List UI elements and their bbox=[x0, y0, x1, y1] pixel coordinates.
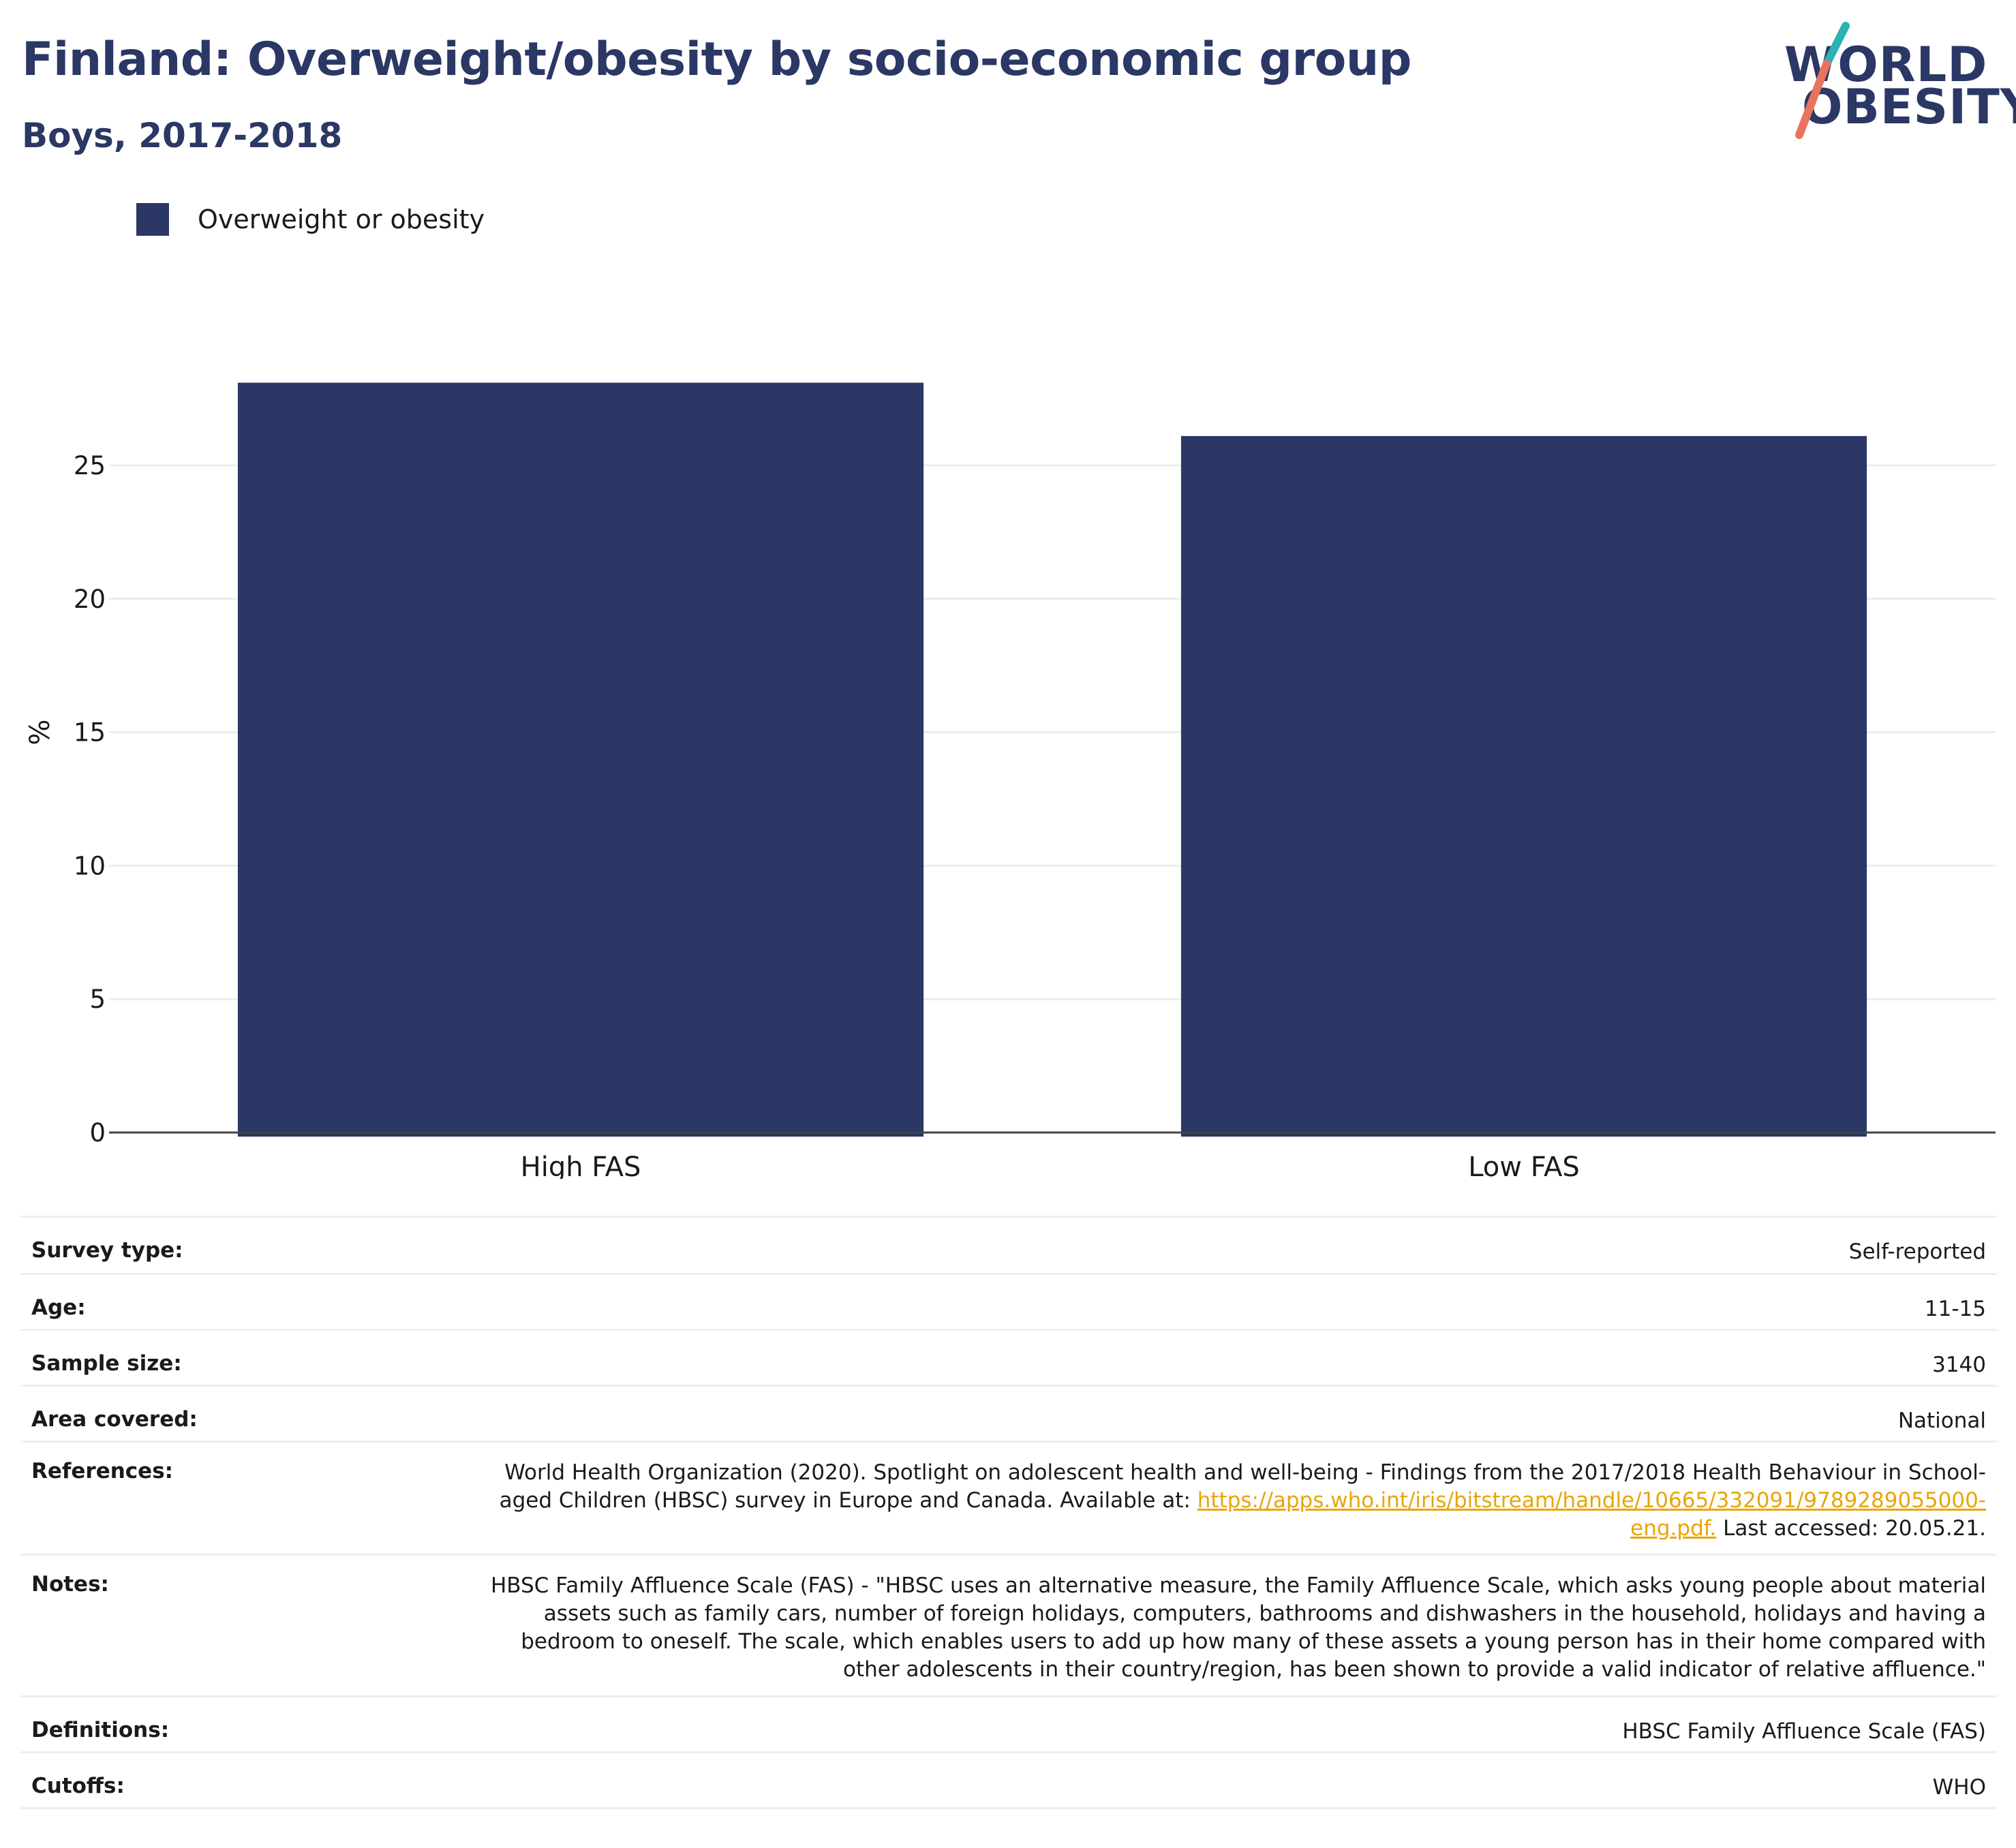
logo-line-2: OBESITY bbox=[1802, 79, 2016, 135]
metadata-value-text: Self-reported bbox=[1848, 1239, 1986, 1264]
metadata-label: Notes: bbox=[31, 1572, 109, 1597]
y-tick-label: 10 bbox=[74, 851, 106, 880]
metadata-value-text: National bbox=[1897, 1408, 1986, 1433]
y-tick-label: 25 bbox=[74, 451, 106, 480]
metadata-label: Definitions: bbox=[31, 1718, 170, 1742]
metadata-row: Cutoffs: WHO bbox=[20, 1753, 1997, 1809]
metadata-row: References: World Health Organization (20… bbox=[20, 1443, 1997, 1556]
metadata-value: WHO bbox=[1933, 1774, 1986, 1802]
y-tick-label: 5 bbox=[89, 985, 106, 1014]
metadata-row: Sample size: 3140 bbox=[20, 1331, 1997, 1387]
metadata-label: Cutoffs: bbox=[31, 1774, 125, 1798]
metadata-value-text: WHO bbox=[1932, 1775, 1986, 1800]
metadata-value-text: HBSC Family Affluence Scale (FAS) - "HBS… bbox=[491, 1573, 1986, 1682]
metadata-label: Area covered: bbox=[31, 1407, 198, 1432]
x-tick-label: High FAS bbox=[521, 1152, 641, 1179]
metadata-value-text: 3140 bbox=[1932, 1353, 1986, 1377]
y-tick-label: 0 bbox=[89, 1118, 106, 1148]
metadata-row: Survey type: Self-reported bbox=[20, 1218, 1997, 1275]
metadata-label: Sample size: bbox=[31, 1351, 182, 1376]
chart-subtitle: Boys, 2017-2018 bbox=[22, 116, 343, 155]
legend-label: Overweight or obesity bbox=[198, 204, 485, 234]
reference-link[interactable]: https://apps.who.int/iris/bitstream/hand… bbox=[1197, 1488, 1986, 1541]
metadata-value: HBSC Family Affluence Scale (FAS) bbox=[1622, 1718, 1986, 1746]
metadata-value-text: World Health Organization (2020). Spotli… bbox=[499, 1460, 1986, 1513]
metadata-row: Definitions: HBSC Family Affluence Scale … bbox=[20, 1697, 1997, 1753]
metadata-value: National bbox=[1898, 1407, 1986, 1435]
metadata-row: Notes: HBSC Family Affluence Scale (FAS) … bbox=[20, 1556, 1997, 1697]
metadata-label: References: bbox=[31, 1459, 174, 1483]
bar-low-fas bbox=[1180, 435, 1867, 1137]
metadata-value: World Health Organization (2020). Spotli… bbox=[466, 1459, 1986, 1543]
legend-swatch bbox=[136, 203, 169, 236]
metadata-value: 3140 bbox=[1932, 1351, 1986, 1379]
y-tick-label: 15 bbox=[74, 718, 106, 748]
metadata-value: HBSC Family Affluence Scale (FAS) - "HBS… bbox=[466, 1572, 1986, 1684]
metadata-table: Survey type: Self-reported Age: 11-15 Sample… bbox=[20, 1216, 1997, 1809]
metadata-row: Area covered: National bbox=[20, 1387, 1997, 1443]
chart-title: Finland: Overweight/obesity by socio-eco… bbox=[22, 33, 1411, 87]
bar-high-fas bbox=[237, 382, 924, 1137]
metadata-value-text: 11-15 bbox=[1924, 1297, 1986, 1321]
y-axis-title: % bbox=[25, 720, 56, 745]
reference-suffix: Last accessed: 20.05.21. bbox=[1716, 1516, 1986, 1541]
metadata-value: Self-reported bbox=[1849, 1238, 1986, 1266]
x-tick-label: Low FAS bbox=[1468, 1152, 1580, 1179]
metadata-label: Age: bbox=[31, 1295, 86, 1320]
logo-slash-icon bbox=[1795, 22, 1850, 139]
world-obesity-logo: WORLD OBESITY bbox=[1772, 20, 2016, 143]
metadata-row: Age: 11-15 bbox=[20, 1275, 1997, 1331]
bar-chart: 0 5 10 15 20 25% High FAS Low FAS bbox=[25, 382, 1996, 1179]
metadata-label: Survey type: bbox=[31, 1238, 183, 1263]
metadata-value: 11-15 bbox=[1925, 1295, 1986, 1323]
y-tick-label: 20 bbox=[74, 585, 106, 614]
metadata-value-text: HBSC Family Affluence Scale (FAS) bbox=[1622, 1719, 1986, 1744]
legend: Overweight or obesity bbox=[136, 203, 485, 236]
